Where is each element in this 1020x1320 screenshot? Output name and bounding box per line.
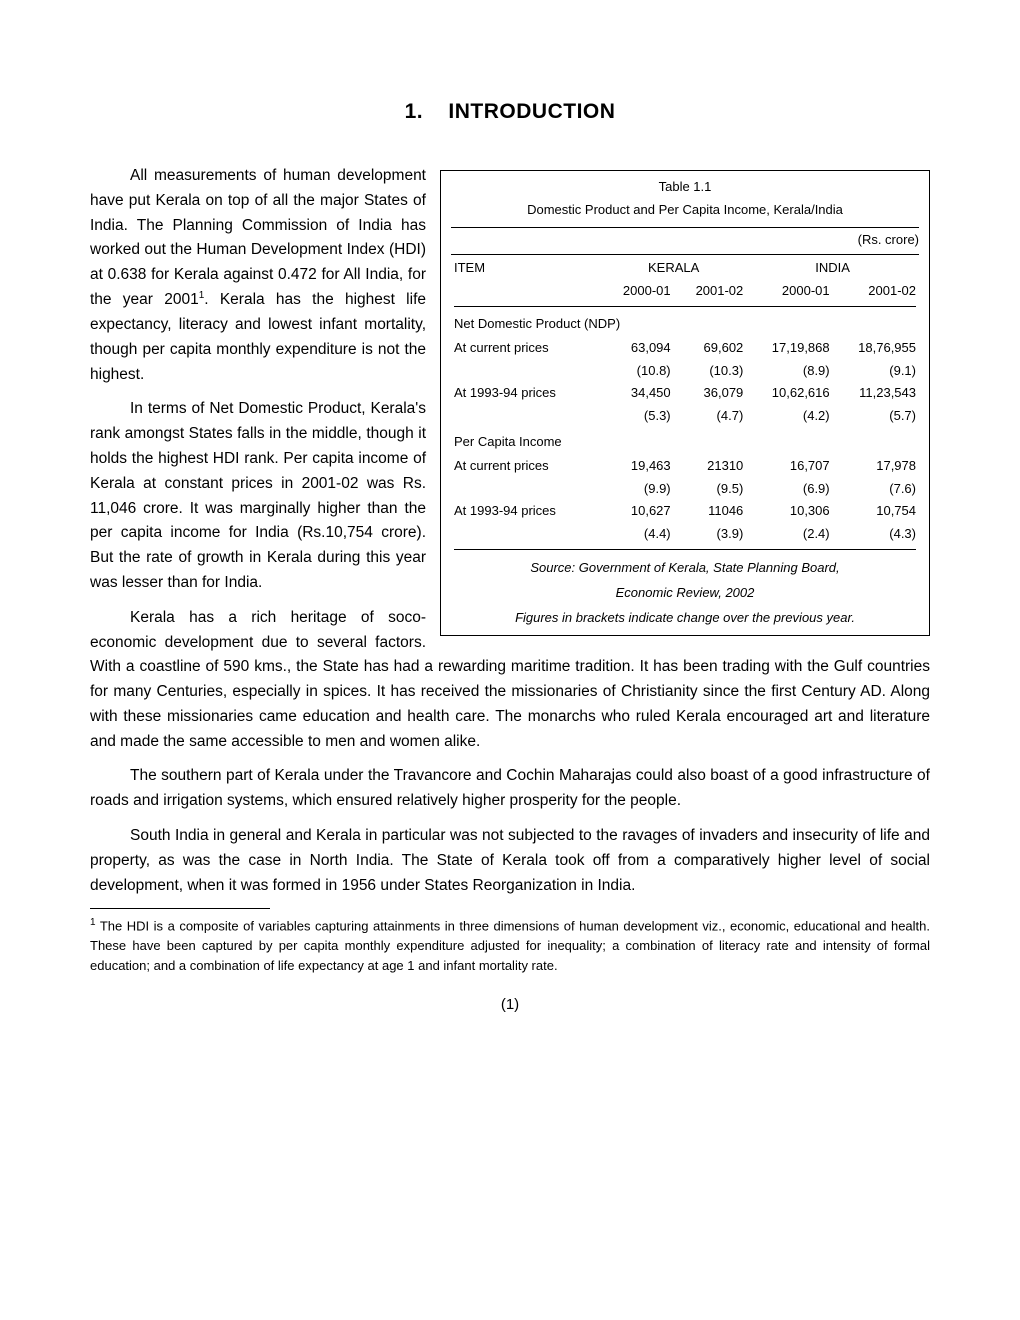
cell: (9.1) <box>833 360 919 383</box>
row-label: At 1993-94 prices <box>451 382 601 405</box>
cell: (2.4) <box>746 523 832 546</box>
cell: (3.9) <box>674 523 747 546</box>
cell: (4.3) <box>833 523 919 546</box>
table-label: Table 1.1 <box>451 177 919 198</box>
row-label: At current prices <box>451 455 601 478</box>
table-row: (9.9) (9.5) (6.9) (7.6) <box>451 478 919 501</box>
cell: 19,463 <box>601 455 674 478</box>
cell: (5.7) <box>833 405 919 428</box>
header-region-kerala: KERALA <box>601 257 746 280</box>
header-year: 2001-02 <box>833 280 919 303</box>
table-row: (5.3) (4.7) (4.2) (5.7) <box>451 405 919 428</box>
cell: 21310 <box>674 455 747 478</box>
cell: 18,76,955 <box>833 337 919 360</box>
cell: 17,19,868 <box>746 337 832 360</box>
header-year: 2000-01 <box>746 280 832 303</box>
cell: (8.9) <box>746 360 832 383</box>
cell: 10,754 <box>833 500 919 523</box>
cell: (4.4) <box>601 523 674 546</box>
cell: (10.3) <box>674 360 747 383</box>
data-table: ITEM KERALA INDIA 2000-01 2001-02 2000-0… <box>451 257 919 553</box>
cell: 10,627 <box>601 500 674 523</box>
table-1-1: Table 1.1 Domestic Product and Per Capit… <box>440 170 930 636</box>
header-item: ITEM <box>451 257 601 303</box>
cell: 10,62,616 <box>746 382 832 405</box>
table-source-2: Economic Review, 2002 <box>451 584 919 603</box>
table-subtitle: Domestic Product and Per Capita Income, … <box>451 200 919 221</box>
page-number: (1) <box>90 993 930 1017</box>
table-row: (10.8) (10.3) (8.9) (9.1) <box>451 360 919 383</box>
footnote-1: 1 The HDI is a composite of variables ca… <box>90 915 930 975</box>
cell: 17,978 <box>833 455 919 478</box>
table-row: At 1993-94 prices 10,627 11046 10,306 10… <box>451 500 919 523</box>
chapter-number: 1. <box>405 100 424 123</box>
cell: 63,094 <box>601 337 674 360</box>
cell: 34,450 <box>601 382 674 405</box>
table-row: At 1993-94 prices 34,450 36,079 10,62,61… <box>451 382 919 405</box>
table-row: At current prices 63,094 69,602 17,19,86… <box>451 337 919 360</box>
footnote-rule <box>90 908 270 909</box>
chapter-title-text: INTRODUCTION <box>448 100 615 123</box>
cell: (4.2) <box>746 405 832 428</box>
header-region-india: INDIA <box>746 257 919 280</box>
cell: 11,23,543 <box>833 382 919 405</box>
header-year: 2001-02 <box>674 280 747 303</box>
row-label: At 1993-94 prices <box>451 500 601 523</box>
body-text: Table 1.1 Domestic Product and Per Capit… <box>90 164 930 1017</box>
cell: (9.9) <box>601 478 674 501</box>
section-ndp: Net Domestic Product (NDP) <box>451 310 919 337</box>
section-pci: Per Capita Income <box>451 428 919 455</box>
cell: (6.9) <box>746 478 832 501</box>
header-year: 2000-01 <box>601 280 674 303</box>
paragraph-5: South India in general and Kerala in par… <box>90 824 930 898</box>
table-unit: (Rs. crore) <box>451 230 919 251</box>
table-row: At current prices 19,463 21310 16,707 17… <box>451 455 919 478</box>
cell: 16,707 <box>746 455 832 478</box>
row-label: At current prices <box>451 337 601 360</box>
paragraph-4: The southern part of Kerala under the Tr… <box>90 764 930 814</box>
table-source-3: Figures in brackets indicate change over… <box>451 609 919 628</box>
cell: 36,079 <box>674 382 747 405</box>
cell: (9.5) <box>674 478 747 501</box>
cell: (4.7) <box>674 405 747 428</box>
chapter-title: 1. INTRODUCTION <box>90 100 930 124</box>
cell: 11046 <box>674 500 747 523</box>
cell: (7.6) <box>833 478 919 501</box>
cell: 69,602 <box>674 337 747 360</box>
cell: 10,306 <box>746 500 832 523</box>
cell: (5.3) <box>601 405 674 428</box>
table-row: (4.4) (3.9) (2.4) (4.3) <box>451 523 919 546</box>
table-source-1: Source: Government of Kerala, State Plan… <box>451 559 919 578</box>
cell: (10.8) <box>601 360 674 383</box>
